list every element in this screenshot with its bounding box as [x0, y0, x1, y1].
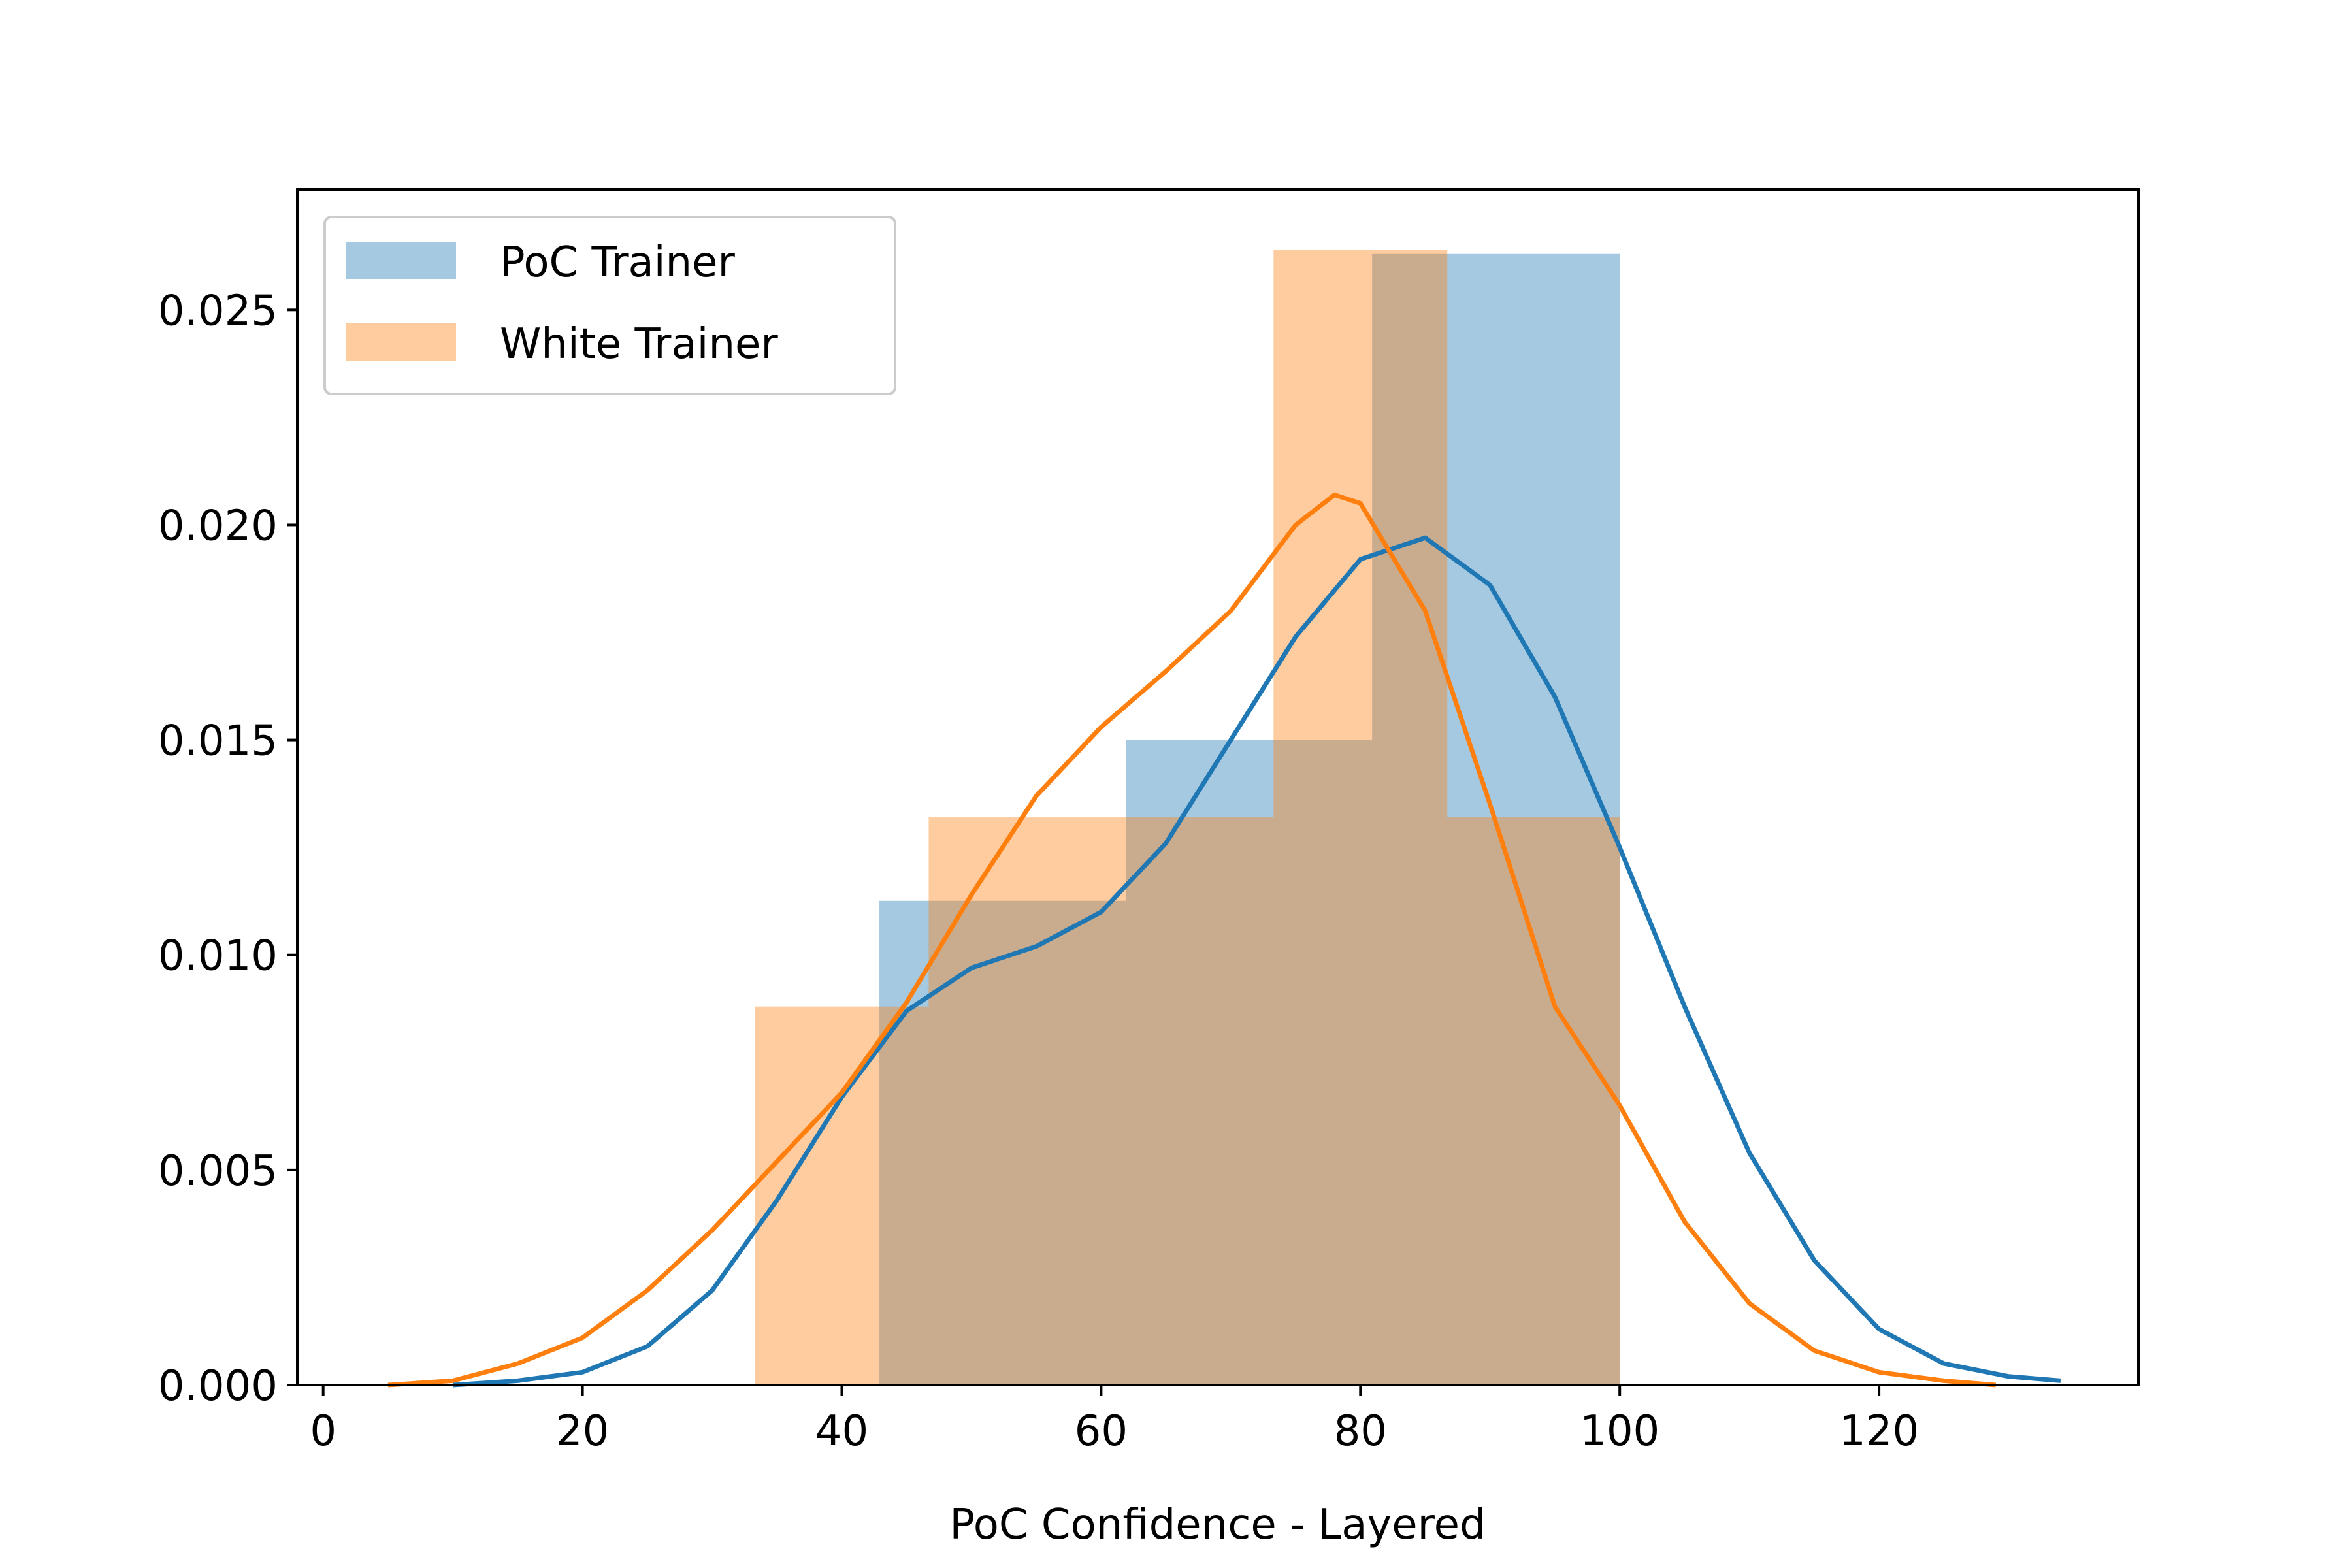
legend-label-poc-trainer: PoC Trainer	[500, 238, 735, 287]
x-axis: 0 20 40 60 80 100 120	[310, 1385, 1919, 1456]
plot-area	[387, 250, 2061, 1388]
y-tick-label: 0.020	[158, 502, 278, 550]
y-tick-label: 0.025	[158, 287, 278, 335]
histogram-bars	[755, 250, 1620, 1386]
kde-line-white-trainer	[387, 492, 1996, 1388]
plot-frame	[296, 188, 2140, 1386]
bar-white-trainer-0	[755, 1006, 929, 1385]
bar-white-trainer-1	[928, 817, 1274, 1385]
bar-white-trainer-3	[1447, 817, 1620, 1385]
legend-swatch-white-trainer	[346, 323, 456, 361]
y-axis: 0.000 0.005 0.010 0.015 0.020 0.025	[158, 287, 297, 1411]
x-tick-label: 20	[556, 1407, 609, 1456]
bar-white-trainer-2	[1273, 250, 1448, 1386]
x-tick-label: 0	[310, 1407, 336, 1456]
y-tick-label: 0.015	[158, 717, 278, 766]
x-axis-label: PoC Confidence - Layered	[949, 1501, 1486, 1549]
legend-swatch-poc-trainer	[346, 242, 456, 279]
x-tick-label: 80	[1334, 1407, 1387, 1456]
y-tick-label: 0.005	[158, 1147, 278, 1196]
legend-box	[323, 216, 896, 395]
x-tick-label: 60	[1075, 1407, 1128, 1456]
bar-poc-trainer-1	[1126, 740, 1373, 1385]
legend-label-white-trainer: White Trainer	[500, 320, 778, 368]
y-tick-label: 0.010	[158, 932, 278, 981]
x-tick-label: 120	[1839, 1407, 1919, 1456]
kde-line-poc-trainer	[452, 535, 2061, 1388]
y-tick-label: 0.000	[158, 1362, 278, 1411]
legend: PoC Trainer White Trainer	[323, 216, 896, 395]
x-tick-label: 40	[815, 1407, 868, 1456]
x-tick-label: 100	[1580, 1407, 1659, 1456]
kde-curves	[387, 492, 2061, 1388]
